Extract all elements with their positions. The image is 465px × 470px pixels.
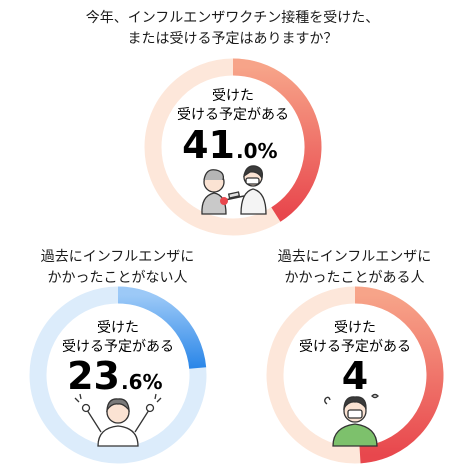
value-int-never-infected: 23 [67, 354, 120, 398]
group-label-never-infected: 過去にインフルエンザに かかったことがない人 [10, 247, 225, 289]
group-label-previously-infected-line-1: 過去にインフルエンザに [277, 249, 432, 265]
masked-person-icon [324, 393, 379, 447]
survey-question: 今年、インフルエンザワクチン接種を受けた、 または受ける予定はありますか？ [0, 8, 465, 50]
cheering-person-icon [74, 393, 162, 447]
question-line-1: 今年、インフルエンザワクチン接種を受けた、 [85, 10, 380, 26]
donut-chart-previously-infected: 受けた 受ける予定がある 4 [266, 286, 444, 464]
donut-filled-overall [232, 58, 322, 222]
center-label-never-infected-line-2: 受ける予定がある [62, 339, 174, 355]
donut-filled-never-infected [117, 286, 207, 369]
center-label-never-infected-line-1: 受けた [97, 320, 139, 336]
donut-chart-never-infected: 受けた 受ける予定がある 23 .6% [29, 286, 207, 464]
question-line-2: または受ける予定はありますか？ [127, 31, 338, 47]
center-label-overall-line-1: 受けた [212, 88, 254, 104]
group-label-previously-infected: 過去にインフルエンザに かかったことがある人 [247, 247, 462, 289]
group-label-previously-infected-line-2: かかったことがある人 [284, 270, 425, 286]
center-label-previously-infected-line-2: 受ける予定がある [299, 339, 411, 355]
donut-chart-overall: 受けた 受ける予定がある 41 .0% [144, 58, 322, 236]
vaccination-illustration-icon [201, 165, 267, 215]
center-label-overall-line-2: 受ける予定がある [177, 107, 289, 123]
donut-filled-previously-infected [354, 286, 444, 464]
value-int-overall: 41 [182, 123, 235, 167]
group-label-never-infected-line-2: かかったことがない人 [47, 270, 188, 286]
center-label-previously-infected-line-1: 受けた [334, 320, 376, 336]
value-previously-infected: 4 [342, 354, 368, 398]
value-dec-overall: .0% [236, 139, 278, 163]
value-dec-never-infected: .6% [121, 370, 163, 394]
group-label-never-infected-line-1: 過去にインフルエンザに [40, 249, 195, 265]
